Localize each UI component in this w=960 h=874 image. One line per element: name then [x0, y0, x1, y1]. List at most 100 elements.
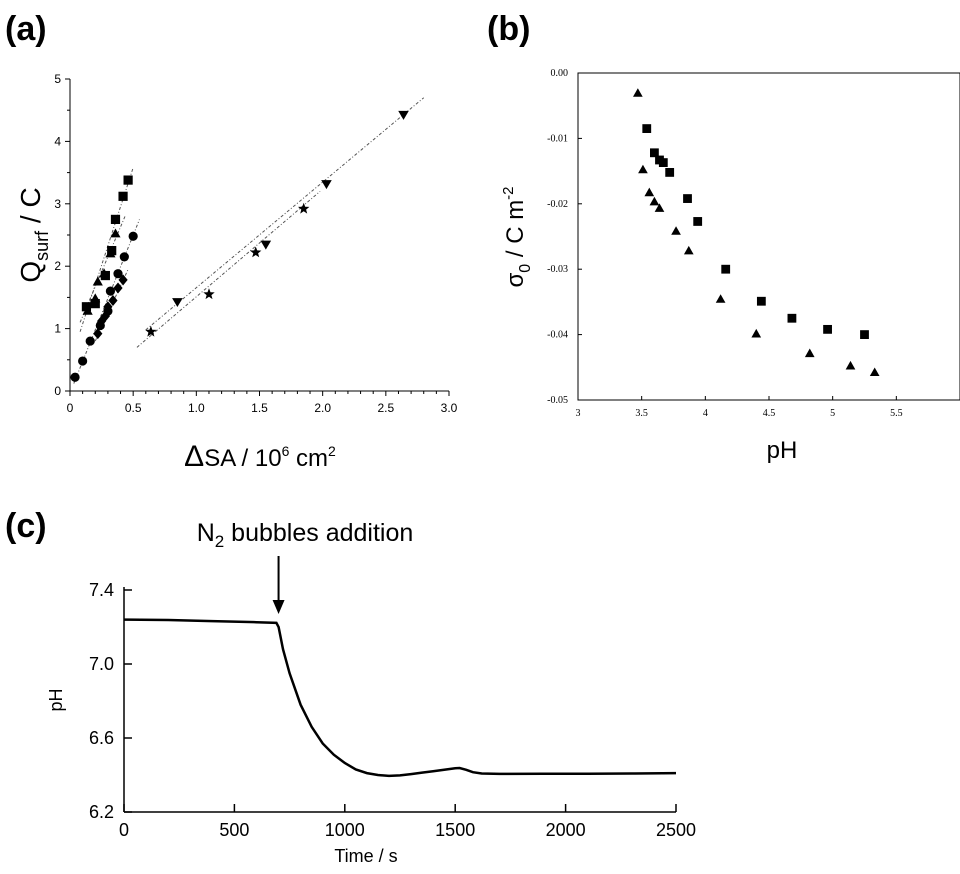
chart-a-x-tick-label: 0	[67, 401, 74, 415]
chart-a-point-circle	[113, 269, 123, 279]
chart-a-y-tick-label: 4	[54, 134, 61, 148]
chart-b-y-tick-label: -0.01	[547, 133, 568, 144]
chart-b-point-triangle	[633, 88, 643, 97]
chart-b-x-tick-label: 5.5	[890, 408, 903, 419]
chart-a-point-triangle	[90, 293, 101, 303]
chart-a-point-triangle	[105, 248, 116, 258]
ylabel-a-sub: surf	[32, 230, 52, 261]
chart-b-point-square	[693, 217, 703, 226]
chart-a-point-circle	[85, 336, 95, 346]
ylabel-a-rest: / C	[15, 187, 46, 231]
chart-a-point-circle	[70, 372, 80, 382]
chart-a-point-square	[107, 246, 117, 256]
chart-a-point-square	[110, 214, 121, 224]
chart-a-y-tick-label: 2	[54, 259, 61, 273]
chart-b-x-tick-label: 4	[703, 408, 708, 419]
arrow-head	[272, 600, 285, 614]
chart-a-point-circle	[128, 231, 138, 241]
chart-b-point-triangle	[649, 196, 660, 206]
chart-a-y-tick-label: 0	[54, 384, 61, 398]
chart-a-point-star	[250, 246, 262, 258]
chart-c-y-tick-label: 7.4	[89, 580, 114, 600]
annot-sub: 2	[215, 532, 224, 551]
chart-b-y-tick-label: -0.05	[547, 395, 568, 406]
chart-a-point-inverted-triangle	[321, 180, 332, 190]
chart-a-point-triangle	[82, 305, 93, 315]
chart-a-point-diamond	[93, 328, 103, 340]
chart-a-x-tick-label: 0.5	[125, 401, 142, 415]
chart-a-point-diamond	[96, 315, 107, 327]
chart-a-x-tick-label: 2.5	[377, 401, 394, 415]
ylabel-b-exp: -2	[500, 186, 517, 199]
chart-c-y-tick-label: 6.6	[89, 728, 114, 748]
chart-c-x-tick-label: 2500	[656, 820, 696, 840]
chart-a-point-square	[81, 302, 92, 312]
ylabel-b-sub: 0	[517, 264, 534, 273]
chart-b-point-triangle	[671, 226, 681, 235]
chart-a-x-tick-label: 1.5	[251, 401, 268, 415]
chart-b-point-square	[665, 168, 675, 177]
ylabel-a-main: Q	[15, 261, 46, 283]
chart-b-xlabel: pH	[767, 437, 798, 464]
chart-a-fit-line-circle	[73, 219, 140, 384]
chart-a-point-star	[203, 288, 215, 300]
chart-b-x-tick-label: 5	[830, 408, 835, 419]
chart-c-annotation: N2 bubbles addition	[197, 519, 414, 551]
chart-c-x-tick-label: 1500	[435, 820, 475, 840]
chart-b-point-square	[860, 330, 869, 339]
chart-b-x-tick-label: 3.5	[635, 408, 648, 419]
chart-c-xlabel: Time / s	[334, 846, 397, 866]
panel-label-c: (c)	[5, 507, 47, 545]
chart-a-point-star	[145, 325, 157, 337]
chart-a-point-diamond	[103, 301, 113, 313]
chart-a-point-square	[90, 299, 100, 309]
chart-a-point-square	[118, 191, 128, 201]
chart-c-ylabel: pH	[46, 688, 66, 711]
delta-symbol: Δ	[184, 440, 204, 473]
chart-a-x-tick-label: 3.0	[441, 401, 458, 415]
chart-a-point-triangle	[110, 228, 121, 238]
chart-a-xlabel: ΔSA / 106 cm2	[184, 440, 336, 473]
chart-b-point-square	[823, 324, 832, 334]
chart-a-point-inverted-triangle	[172, 298, 183, 308]
chart-b-point-square	[658, 158, 668, 167]
chart-b-y-tick-label: -0.03	[547, 264, 568, 275]
xlabel-a-unit: cm	[289, 445, 328, 472]
chart-a-fit-line-star	[136, 190, 321, 348]
ylabel-b-rest: / C m	[502, 200, 529, 264]
chart-c-annotation-arrow	[272, 556, 285, 614]
chart-b-point-triangle	[638, 164, 648, 174]
chart-b-y-tick-label: 0.00	[551, 68, 569, 79]
chart-b-point-triangle	[644, 187, 655, 197]
chart-b-x-tick-label: 3	[576, 408, 581, 419]
chart-a-point-triangle	[99, 268, 110, 278]
chart-a-point-star	[298, 202, 310, 214]
chart-c-x-tick-label: 1000	[325, 820, 365, 840]
xlabel-a-exp: 6	[282, 443, 290, 459]
chart-a-point-circle	[78, 356, 88, 366]
ylabel-b-main: σ	[502, 273, 529, 288]
panel-label-a: (a)	[5, 10, 47, 48]
chart-a-x-tick-label: 1.0	[188, 401, 205, 415]
chart-c-x-tick-label: 500	[219, 820, 249, 840]
chart-b-ylabel: σ0 / C m-2	[500, 186, 534, 287]
chart-b-point-square	[756, 296, 766, 306]
chart-a-y-tick-label: 1	[54, 322, 61, 336]
chart-c-x-tick-label: 2000	[546, 820, 586, 840]
chart-b-y-tick-label: -0.02	[547, 199, 568, 210]
chart-b-point-square	[650, 148, 659, 158]
chart-a-point-triangle	[92, 276, 103, 286]
chart-b-y-tick-label: -0.04	[547, 330, 568, 341]
chart-b-point-triangle	[751, 328, 762, 338]
chart-a-point-circle	[105, 286, 116, 296]
chart-b-point-square	[642, 124, 652, 133]
chart-a-point-diamond	[113, 282, 123, 294]
chart-b-frame	[577, 72, 960, 401]
chart-b-x-tick-label: 4.5	[763, 408, 776, 419]
chart-b-point-triangle	[715, 294, 726, 303]
annot-main: N	[197, 519, 215, 547]
chart-c-series-line	[123, 618, 677, 778]
chart-a-point-diamond	[100, 310, 110, 322]
